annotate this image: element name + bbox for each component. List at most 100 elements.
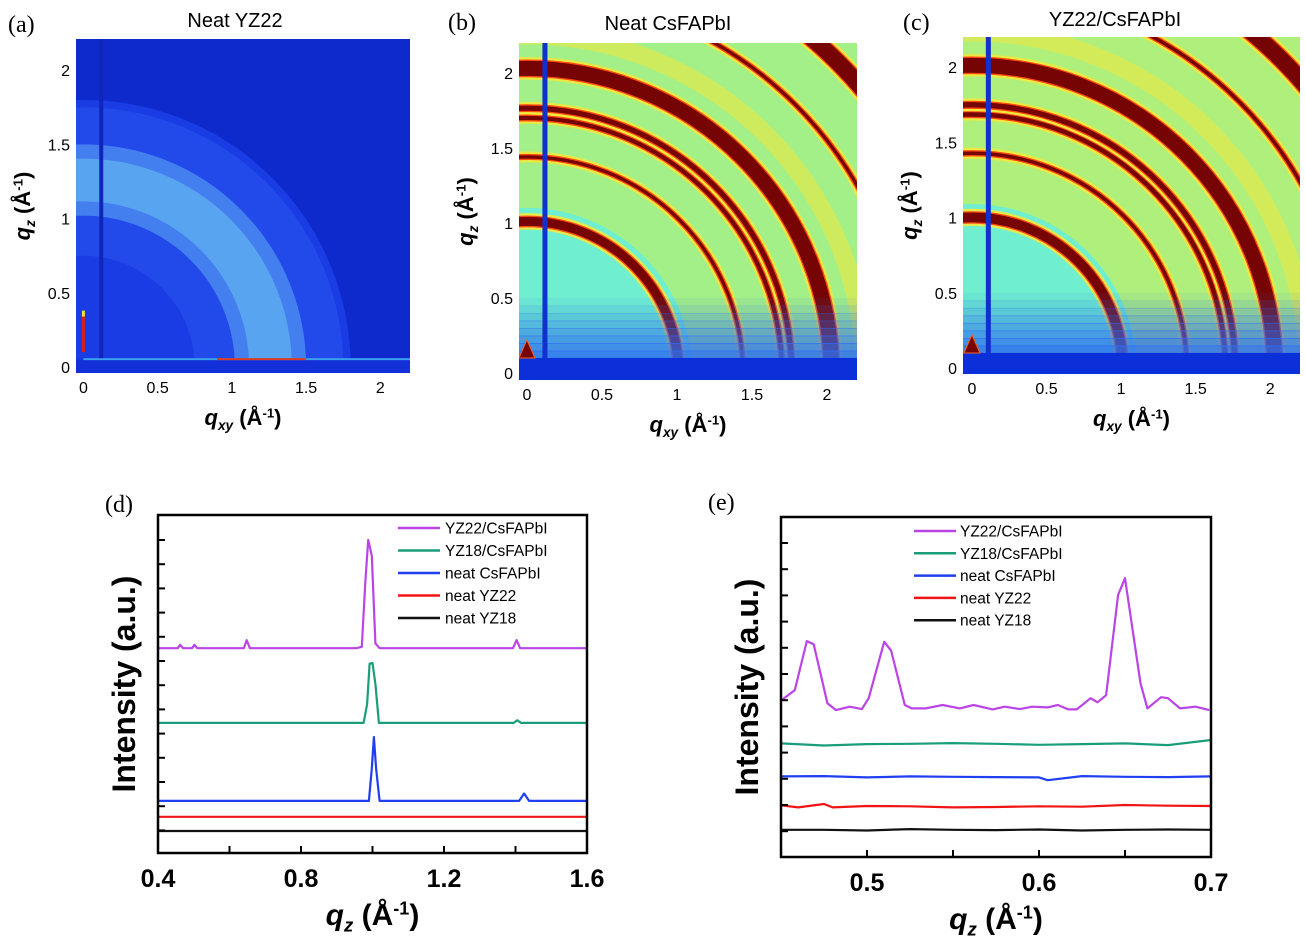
axis-symbol: q (897, 226, 922, 240)
horizon-band (76, 359, 410, 373)
x-tick-label: 1 (673, 387, 682, 404)
y-axis-label: qz (Å-1) (896, 171, 925, 240)
y-tick-label: 2 (948, 60, 957, 77)
series-line (158, 735, 587, 803)
axis-unit-close: ) (1033, 903, 1043, 936)
x-axis-label: qxy (Å-1) (204, 404, 281, 433)
legend-label: neat CsFAPbI (445, 566, 541, 583)
y-tick-label: 1 (504, 216, 513, 233)
x-tick-label: 0.6 (1022, 869, 1057, 897)
panel-d: (d) YZ22/CsFAPbI YZ18/CsFAPbI neat CsFAPbI n… (105, 492, 604, 936)
low-intensity-region (76, 39, 410, 373)
legend-label: neat YZ18 (445, 611, 516, 628)
axis-exponent: -1 (262, 405, 274, 420)
axis-exponent: -1 (10, 179, 25, 191)
x-tick-label: 1.5 (741, 387, 763, 404)
horizon-gradient (519, 320, 857, 329)
legend-label: YZ18/CsFAPbI (445, 543, 548, 560)
y-tick-label: 0 (61, 360, 70, 377)
x-axis-label: qxy (Å-1) (649, 411, 726, 440)
y-tick-label: 2 (61, 63, 70, 80)
x-tick-label: 0.5 (850, 869, 885, 897)
x-tick-label: 0.5 (147, 380, 169, 397)
axis-unit: Å (9, 191, 35, 207)
x-tick-label: 1.6 (570, 865, 605, 893)
axis-symbol: q (649, 412, 663, 437)
specular-spot-edge (81, 310, 85, 317)
axis-exponent: -1 (393, 899, 409, 919)
axis-exponent: -1 (707, 412, 719, 427)
horizon-gradient (519, 305, 857, 314)
horizon-gradient (519, 342, 857, 352)
plot-frame (779, 515, 1213, 859)
axis-symbol: q (204, 405, 218, 430)
series-line (780, 738, 1212, 747)
series-line (158, 538, 587, 650)
horizon-gradient (963, 300, 1300, 309)
panel-title: Neat YZ22 (187, 10, 282, 32)
horizon-gradient (963, 345, 1300, 354)
axis-unit-close: ) (409, 899, 419, 932)
horizon-gradient (963, 292, 1300, 302)
x-axis-label: qz (Å-1) (326, 899, 420, 936)
panel-label: (e) (708, 490, 735, 516)
axis-subscript: z (23, 220, 38, 228)
y-tick-label: 1.5 (48, 137, 70, 154)
axis-subscript: z (343, 915, 354, 936)
horizon-band (519, 357, 857, 380)
y-tick-label: 2 (504, 66, 513, 83)
legend-label: YZ22/CsFAPbI (445, 521, 548, 538)
y-axis-label: qz (Å-1) (9, 172, 38, 241)
legend-label: YZ22/CsFAPbI (960, 524, 1063, 541)
panel-title: YZ22/CsFAPbI (1049, 9, 1181, 31)
y-tick-label: 1.5 (491, 141, 513, 158)
axis-unit-open: ( (353, 899, 371, 932)
horizon-gradient (963, 337, 1300, 347)
x-tick-label: 1.5 (295, 380, 317, 397)
horizon-gradient (963, 307, 1300, 317)
y-axis-label: qz (Å-1) (452, 177, 481, 246)
legend-label: YZ18/CsFAPbI (960, 546, 1063, 563)
series-line (780, 774, 1212, 782)
axis-unit-close: ) (1163, 406, 1170, 431)
axis-unit-close: ) (10, 172, 35, 179)
panel-label: (a) (8, 12, 35, 38)
axis-unit: Å (247, 404, 263, 430)
axis-subscript: xy (1105, 419, 1123, 434)
axis-exponent: -1 (453, 184, 468, 196)
axis-subscript: z (466, 225, 481, 233)
y-tick-label: 1 (948, 211, 957, 228)
panel-label: (b) (448, 10, 476, 36)
axis-symbol: q (453, 232, 478, 246)
x-tick-label: 0 (79, 380, 88, 397)
y-tick-label: 0.5 (935, 286, 957, 303)
axis-unit-close: ) (274, 405, 281, 430)
horizon-gradient (519, 350, 857, 359)
x-tick-label: 1 (227, 380, 236, 397)
axis-unit: Å (995, 903, 1017, 936)
axis-unit-open: ( (678, 412, 692, 437)
x-tick-label: 2 (1266, 381, 1275, 398)
x-tick-label: 1 (1117, 381, 1126, 398)
y-tick-label: 0.5 (48, 286, 70, 303)
y-tick-label: 0 (948, 361, 957, 378)
axis-unit-open: ( (453, 211, 478, 225)
series-line (780, 577, 1210, 712)
axis-unit-open: ( (233, 405, 247, 430)
legend-label: neat YZ18 (960, 613, 1031, 630)
horizon-gradient (519, 312, 857, 322)
legend-label: neat YZ22 (445, 588, 516, 605)
x-tick-label: 1.2 (427, 865, 462, 893)
y-axis-label: Intensity (a.u.) (106, 576, 142, 793)
x-tick-label: 0.5 (591, 387, 613, 404)
axis-unit-open: ( (10, 206, 35, 220)
horizon-gradient (519, 327, 857, 337)
horizon-gradient (519, 335, 857, 344)
beamstop-shadow (99, 39, 104, 359)
axis-unit: Å (372, 899, 394, 932)
axis-subscript: z (967, 919, 978, 940)
specular-spot (81, 315, 85, 353)
axis-unit: Å (452, 196, 478, 212)
axis-unit-open: ( (897, 205, 922, 219)
